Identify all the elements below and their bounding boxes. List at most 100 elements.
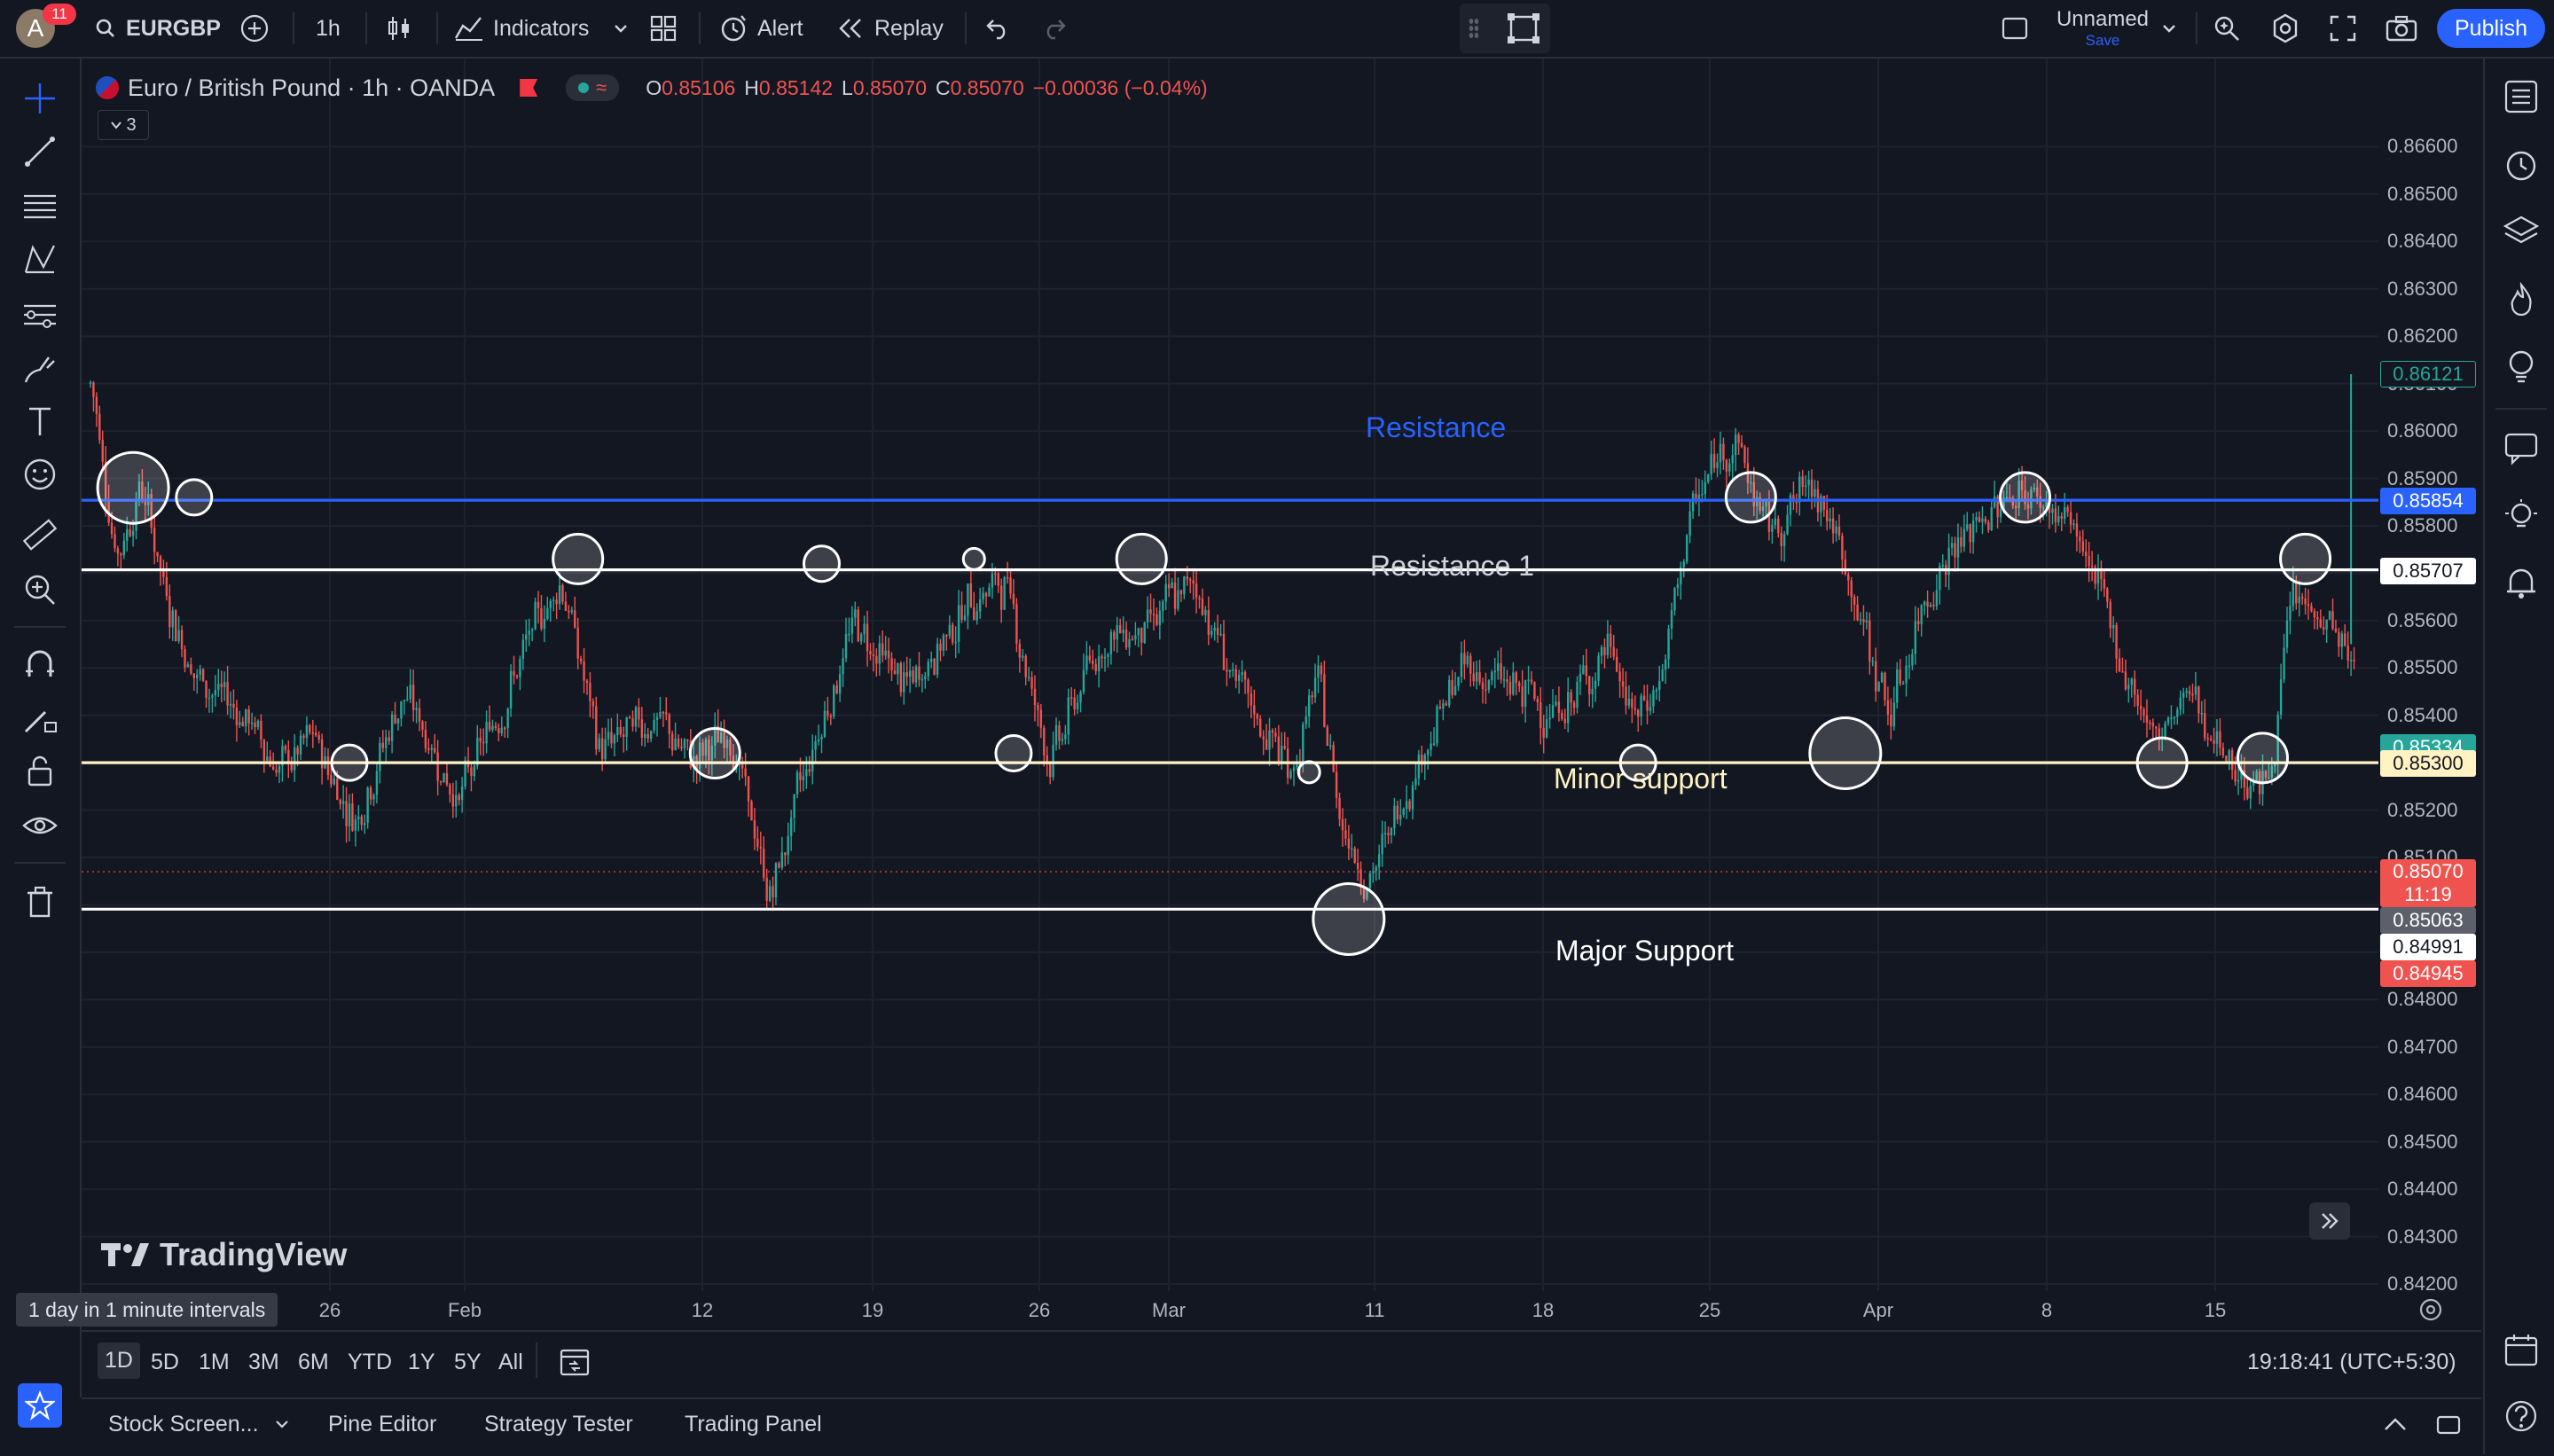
chats-button[interactable] (2501, 427, 2542, 468)
candle-body (1451, 679, 1453, 695)
range-button-5y[interactable]: 5Y (454, 1350, 482, 1374)
stock-screener-dropdown[interactable] (273, 1415, 293, 1435)
publish-button[interactable]: Publish (2437, 9, 2545, 48)
candle-body (302, 735, 305, 739)
candle-body (1688, 511, 1691, 536)
help-button[interactable] (2501, 1396, 2542, 1436)
tab-trading-panel[interactable]: Trading Panel (685, 1412, 822, 1437)
candle-body (859, 634, 863, 642)
alerts-button[interactable] (2501, 144, 2542, 184)
range-button-ytd[interactable]: YTD (348, 1350, 392, 1374)
emoji-tool[interactable] (20, 454, 60, 495)
calendar-button[interactable] (2501, 1330, 2542, 1371)
tab-strategy-tester[interactable]: Strategy Tester (484, 1412, 633, 1437)
interval-button[interactable]: 1h (316, 11, 341, 46)
range-button-all[interactable]: All (498, 1350, 523, 1374)
object-tree-button[interactable] (2501, 211, 2542, 252)
zoom-tool[interactable] (20, 569, 60, 610)
clock[interactable]: 19:18:41 (UTC+5:30) (2247, 1350, 2456, 1374)
range-button-6m[interactable]: 6M (298, 1350, 329, 1374)
candle-body (1332, 745, 1335, 772)
measure-tool[interactable] (20, 514, 60, 555)
stay-drawing-tool[interactable] (20, 697, 60, 738)
brush-tool[interactable] (20, 348, 60, 388)
candle-body (1216, 628, 1219, 635)
hotlists-button[interactable] (2501, 278, 2542, 319)
candle-body (1822, 496, 1825, 510)
fullscreen-button[interactable] (2329, 11, 2357, 46)
candle-body (266, 756, 269, 761)
range-button-1d[interactable]: 1D (98, 1342, 140, 1379)
drag-handle-icon[interactable] (1469, 18, 1479, 39)
range-button-1y[interactable]: 1Y (408, 1350, 435, 1374)
notifications-button[interactable] (2501, 562, 2542, 603)
ideas-button[interactable] (2501, 346, 2542, 387)
range-button-5d[interactable]: 5D (151, 1350, 179, 1374)
price-chart[interactable] (82, 59, 2481, 1291)
candle-body (1682, 561, 1685, 568)
goto-date-button[interactable] (559, 1346, 591, 1378)
alert-button[interactable]: Alert (718, 11, 803, 46)
range-button-1m[interactable]: 1M (199, 1350, 230, 1374)
candle-body (439, 780, 443, 783)
candle-body (725, 739, 729, 748)
candle-body (784, 852, 787, 856)
pattern-tool[interactable] (20, 239, 60, 280)
candle-body (2011, 497, 2014, 506)
settings-button[interactable] (2270, 11, 2300, 46)
candle-body (1950, 543, 1954, 548)
tradingview-watermark[interactable]: TradingView (101, 1236, 347, 1273)
snapshot-button[interactable] (2386, 11, 2417, 46)
maximize-panel-button[interactable] (2435, 1412, 2464, 1440)
redo-button[interactable] (1041, 11, 1068, 46)
undo-button[interactable] (984, 11, 1011, 46)
hide-drawings-tool[interactable] (20, 805, 60, 846)
price-tick-label: 0.85400 (2387, 703, 2458, 726)
axis-settings-button[interactable] (2417, 1296, 2444, 1323)
candle-body (2179, 697, 2182, 710)
magnet-tool[interactable] (20, 644, 60, 685)
compare-symbol-button[interactable] (239, 11, 270, 46)
candle-body (1627, 698, 1631, 706)
help-ideas-button[interactable] (2501, 495, 2542, 536)
divider (2196, 12, 2198, 44)
save-label: Save (2085, 32, 2120, 49)
divider (436, 12, 438, 44)
candle-body (2072, 523, 2075, 525)
select-rectangle-icon[interactable] (1506, 12, 1541, 44)
chart-type-button[interactable] (385, 11, 413, 46)
candle-body (418, 708, 421, 722)
replay-button[interactable]: Replay (837, 11, 944, 46)
templates-button[interactable] (649, 11, 678, 46)
candle-body (150, 494, 153, 528)
watchlist-favorite-button[interactable] (18, 1383, 62, 1428)
fib-tool[interactable] (20, 186, 60, 227)
symbol-search-button[interactable]: EURGBP (94, 11, 221, 46)
layout-name-button[interactable]: Unnamed Save (2054, 7, 2151, 51)
candle-body (2295, 582, 2298, 604)
trend-line-tool[interactable] (20, 131, 60, 172)
prediction-tool[interactable] (20, 294, 60, 335)
candle-body (763, 849, 765, 878)
candle-body (1222, 633, 1226, 670)
collapse-panel-button[interactable] (2382, 1412, 2410, 1440)
data-status-badge[interactable]: ≈ (566, 74, 620, 101)
tab-stock-screener[interactable]: Stock Screen... (108, 1412, 259, 1437)
remove-drawings-tool[interactable] (20, 881, 60, 922)
scroll-to-realtime-button[interactable] (2309, 1202, 2350, 1240)
indicators-collapse-button[interactable]: 3 (98, 110, 149, 140)
range-button-3m[interactable]: 3M (248, 1350, 279, 1374)
indicators-dropdown[interactable] (612, 11, 630, 46)
tab-pine-editor[interactable]: Pine Editor (328, 1412, 436, 1437)
layout-checkbox[interactable] (2001, 11, 2029, 46)
text-tool[interactable] (20, 401, 60, 442)
crosshair-tool[interactable] (20, 78, 60, 119)
layout-dropdown[interactable] (2160, 11, 2178, 46)
lock-drawings-tool[interactable] (20, 750, 60, 791)
candle-body (1485, 689, 1487, 691)
brush-icon (24, 356, 55, 383)
quick-search-button[interactable] (2212, 11, 2242, 46)
indicators-button[interactable]: Indicators (454, 11, 589, 46)
list-icon (2504, 80, 2538, 114)
watchlist-button[interactable] (2501, 76, 2542, 117)
